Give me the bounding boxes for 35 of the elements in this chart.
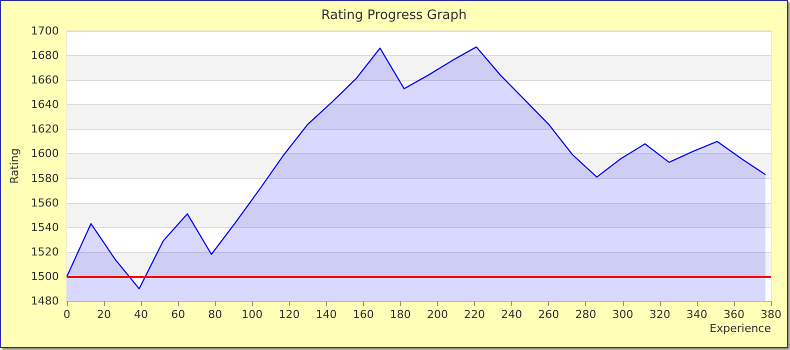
x-tick-label: 280: [575, 308, 596, 321]
y-tick-label: 1560: [30, 196, 59, 210]
x-tick-label: 80: [208, 308, 222, 321]
chart-title: Rating Progress Graph: [321, 8, 467, 23]
y-tick-label: 1700: [30, 24, 59, 38]
x-tick-label: 220: [464, 308, 486, 321]
x-tick-label: 60: [171, 308, 186, 321]
y-tick-label: 1520: [30, 245, 59, 258]
y-tick-label: 1540: [30, 220, 59, 234]
y-tick-label: 1680: [30, 49, 59, 62]
x-tick-label: 380: [760, 308, 782, 321]
x-tick-label: 260: [538, 308, 560, 321]
x-tick-label: 200: [426, 308, 448, 321]
y-tick-label: 1660: [30, 74, 59, 87]
x-axis-title: Experience: [710, 322, 772, 335]
x-tick-label: 240: [501, 308, 522, 321]
x-tick-label: 120: [278, 308, 300, 321]
y-axis-title: Rating: [8, 148, 21, 184]
y-tick-label: 1600: [30, 147, 59, 160]
x-tick-label: 20: [96, 308, 111, 321]
y-tick-label: 1580: [30, 172, 59, 185]
x-tick-label: 300: [612, 308, 634, 321]
x-tick-label: 40: [134, 308, 148, 321]
y-tick-label: 1620: [30, 122, 59, 136]
x-tick-label: 160: [352, 308, 374, 321]
y-tick-label: 1640: [30, 98, 59, 112]
x-tick-label: 180: [390, 308, 411, 321]
x-tick-label: 0: [63, 308, 70, 321]
x-tick-label: 360: [723, 308, 744, 321]
x-tick-label: 340: [686, 308, 708, 321]
x-tick-label: 320: [649, 308, 670, 321]
x-tick-label: 100: [242, 308, 263, 321]
y-tick-label: 1500: [30, 270, 59, 283]
x-tick-label: 140: [316, 308, 337, 321]
y-tick-label: 1480: [30, 294, 59, 308]
